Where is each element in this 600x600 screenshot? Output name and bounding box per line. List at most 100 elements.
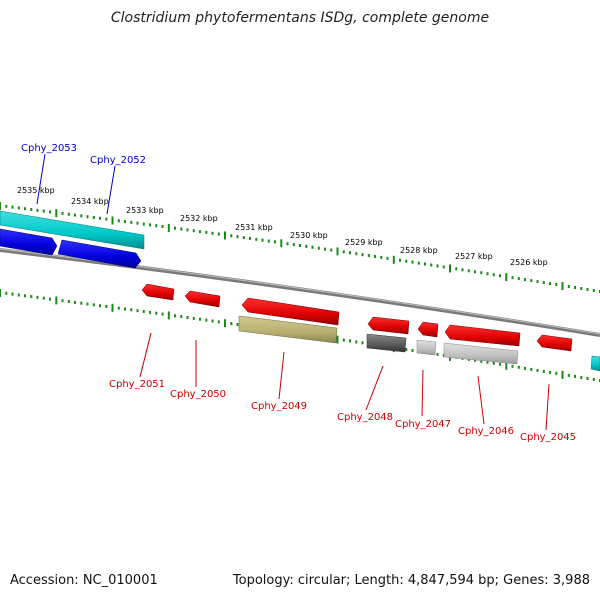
- gene-cphy-2049[interactable]: [241, 297, 340, 326]
- cyan-feature-bar[interactable]: [0, 210, 145, 250]
- genome-backbone: [0, 248, 600, 337]
- secondary-features: [238, 315, 600, 372]
- minor-tick: [405, 259, 408, 263]
- minor-tick: [99, 216, 101, 220]
- forward-strand-features: [0, 210, 145, 269]
- gene-label[interactable]: Cphy_2053: [21, 143, 77, 154]
- minor-tick: [405, 348, 408, 351]
- accession-label: Accession: NC_010001: [10, 573, 158, 588]
- minor-tick: [249, 236, 251, 240]
- minor-tick: [349, 339, 351, 343]
- gene-label[interactable]: Cphy_2047: [395, 419, 451, 430]
- minor-tick: [355, 252, 358, 256]
- minor-tick: [99, 304, 101, 308]
- scale-label: 2535 kbp: [17, 186, 55, 195]
- minor-tick: [130, 220, 133, 224]
- genome-backbone-highlight: [0, 248, 600, 335]
- minor-tick: [92, 216, 95, 219]
- minor-tick: [211, 231, 214, 235]
- minor-tick: [192, 229, 195, 233]
- minor-tick: [567, 285, 570, 288]
- minor-tick: [174, 226, 176, 230]
- minor-tick: [236, 323, 239, 326]
- gene-cphy-2050[interactable]: [184, 290, 221, 308]
- minor-tick: [549, 370, 551, 374]
- minor-tick: [299, 244, 301, 247]
- scale-label: 2526 kbp: [510, 258, 548, 267]
- minor-tick: [486, 272, 489, 276]
- gene-cphy-2045[interactable]: [536, 334, 573, 352]
- gene-label[interactable]: Cphy_2051: [109, 379, 165, 390]
- scale-label: 2531 kbp: [235, 223, 273, 232]
- gene-cphy-2051[interactable]: [141, 283, 175, 301]
- gene-cphy-2052[interactable]: [57, 239, 142, 269]
- minor-tick: [42, 296, 45, 300]
- major-tick: [167, 311, 170, 320]
- reverse-gene-labels: Cphy_2051 Cphy_2050 Cphy_2049 Cphy_2048 …: [109, 379, 576, 443]
- minor-tick: [74, 300, 76, 304]
- minor-tick: [536, 280, 539, 284]
- light-gray-feature-bar[interactable]: [416, 339, 437, 356]
- minor-tick: [124, 307, 126, 311]
- minor-tick: [517, 365, 520, 369]
- gene-cphy-2053[interactable]: [0, 228, 58, 256]
- minor-tick: [217, 232, 220, 236]
- minor-tick: [11, 205, 14, 209]
- minor-tick: [74, 213, 76, 217]
- cyan-feature-bar-right[interactable]: [590, 355, 600, 372]
- olive-feature-bar[interactable]: [238, 315, 338, 344]
- minor-tick: [492, 361, 495, 365]
- minor-tick: [455, 267, 458, 271]
- gene-label[interactable]: Cphy_2046: [458, 426, 514, 437]
- major-tick: [336, 247, 339, 256]
- minor-tick: [61, 299, 64, 303]
- scale-label: 2532 kbp: [180, 214, 218, 223]
- minor-tick: [24, 294, 26, 298]
- gene-cphy-2046[interactable]: [444, 324, 521, 347]
- minor-tick: [355, 340, 358, 344]
- gene-cphy-2047[interactable]: [417, 321, 439, 338]
- minor-tick: [149, 310, 151, 314]
- minor-tick: [186, 228, 189, 232]
- minor-tick: [130, 308, 133, 312]
- gene-label[interactable]: Cphy_2049: [251, 401, 307, 412]
- minor-tick: [267, 239, 270, 243]
- minor-tick: [142, 222, 145, 226]
- minor-tick: [205, 230, 208, 234]
- minor-tick: [411, 260, 414, 264]
- gene-cphy-2048[interactable]: [367, 316, 410, 335]
- minor-tick: [311, 245, 314, 249]
- minor-tick: [511, 364, 514, 368]
- minor-tick: [480, 271, 483, 275]
- minor-tick: [430, 263, 433, 267]
- gene-label[interactable]: Cphy_2050: [170, 389, 226, 400]
- gene-label[interactable]: Cphy_2052: [90, 155, 146, 166]
- minor-tick: [361, 341, 364, 345]
- minor-tick: [49, 210, 51, 214]
- minor-tick: [86, 302, 89, 306]
- minor-tick: [580, 376, 583, 379]
- minor-tick: [549, 282, 551, 286]
- minor-tick: [42, 209, 45, 213]
- gene-label[interactable]: Cphy_2048: [337, 412, 393, 423]
- minor-tick: [86, 215, 89, 219]
- minor-tick: [261, 238, 264, 242]
- minor-tick: [592, 378, 595, 381]
- minor-tick: [230, 322, 233, 326]
- light-gray-feature-bar[interactable]: [443, 342, 519, 365]
- minor-tick: [542, 369, 545, 373]
- minor-tick: [492, 273, 495, 277]
- minor-tick: [5, 204, 8, 208]
- scale-label: 2528 kbp: [400, 246, 438, 255]
- minor-tick: [586, 288, 589, 291]
- major-tick: [505, 273, 508, 282]
- minor-tick: [586, 377, 589, 380]
- minor-tick: [424, 262, 426, 266]
- gene-label[interactable]: Cphy_2045: [520, 432, 576, 443]
- minor-tick: [524, 366, 526, 370]
- minor-tick: [30, 208, 33, 211]
- minor-tick: [411, 349, 414, 352]
- minor-tick: [105, 305, 108, 308]
- dark-gray-feature-bar[interactable]: [366, 333, 407, 353]
